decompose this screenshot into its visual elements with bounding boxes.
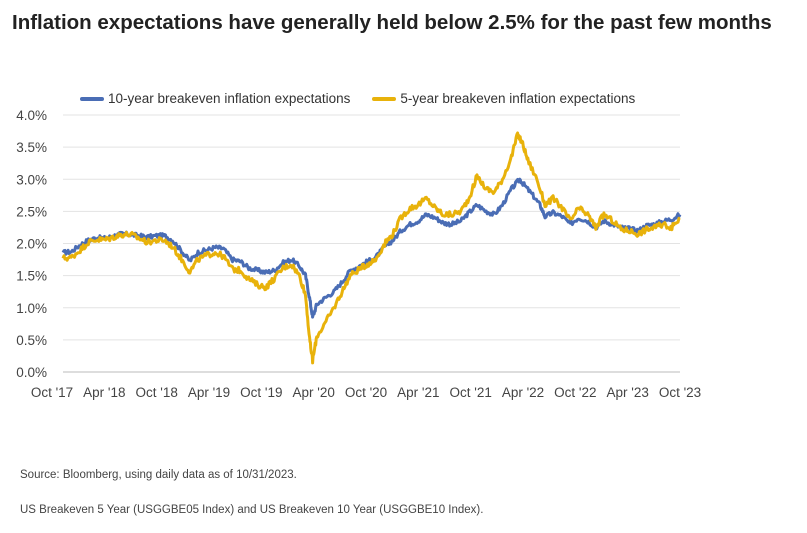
x-tick-label: Oct '23 <box>659 385 701 400</box>
y-tick-label: 0.0% <box>16 365 47 380</box>
x-tick-label: Oct '22 <box>554 385 596 400</box>
y-tick-label: 4.0% <box>16 108 47 123</box>
source-note: Source: Bloomberg, using daily data as o… <box>20 469 297 481</box>
x-tick-label: Apr '19 <box>188 385 230 400</box>
x-tick-label: Oct '21 <box>449 385 491 400</box>
chart-title: Inflation expectations have generally he… <box>12 11 772 34</box>
y-tick-label: 1.5% <box>16 269 47 284</box>
series-line-5-year <box>61 131 681 365</box>
index-note: US Breakeven 5 Year (USGGBE05 Index) and… <box>20 504 484 516</box>
legend-item-5-year: 5-year breakeven inflation expectations <box>372 91 635 106</box>
y-tick-label: 0.5% <box>16 333 47 348</box>
y-tick-label: 3.0% <box>16 172 47 187</box>
x-tick-label: Oct '19 <box>240 385 282 400</box>
x-tick-label: Apr '21 <box>397 385 439 400</box>
y-tick-label: 2.0% <box>16 237 47 252</box>
x-axis-ticks: Oct '17 Apr '18 Oct '18 Apr '19 Oct '19 Apr '… <box>31 385 701 400</box>
series-line-10-year <box>61 177 682 319</box>
y-tick-label: 1.0% <box>16 301 47 316</box>
legend-swatch-10-year <box>80 96 104 101</box>
x-tick-label: Oct '18 <box>135 385 177 400</box>
x-tick-label: Apr '23 <box>606 385 648 400</box>
y-tick-label: 2.5% <box>16 204 47 219</box>
y-axis-ticks: 4.0% 3.5% 3.0% 2.5% 2.0% 1.5% 1.0% 0.5% 0.0% <box>16 108 47 380</box>
legend-label-10-year: 10-year breakeven inflation expectations <box>108 91 351 106</box>
chart-legend: 10-year breakeven inflation expectations… <box>80 91 635 106</box>
y-tick-label: 3.5% <box>16 140 47 155</box>
x-tick-label: Oct '20 <box>345 385 387 400</box>
legend-swatch-5-year <box>372 96 397 101</box>
series-lines <box>61 131 682 365</box>
x-tick-label: Apr '18 <box>83 385 125 400</box>
legend-label-5-year: 5-year breakeven inflation expectations <box>400 91 636 106</box>
x-tick-label: Oct '17 <box>31 385 73 400</box>
x-tick-label: Apr '20 <box>292 385 334 400</box>
x-tick-label: Apr '22 <box>502 385 544 400</box>
legend-item-10-year: 10-year breakeven inflation expectations <box>80 91 350 106</box>
